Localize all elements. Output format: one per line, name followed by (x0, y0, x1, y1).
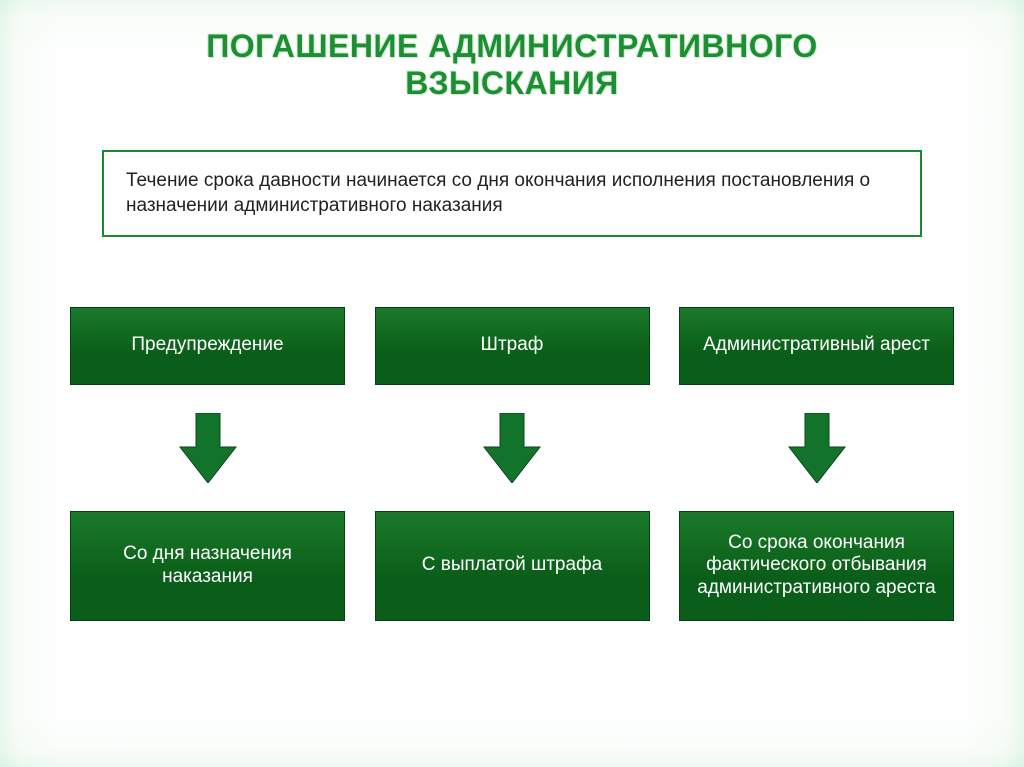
title-line-1: ПОГАШЕНИЕ АДМИНИСТРАТИВНОГО (206, 28, 818, 64)
slide-title: ПОГАШЕНИЕ АДМИНИСТРАТИВНОГО ВЗЫСКАНИЯ (0, 0, 1024, 102)
arrow-down-icon (482, 413, 542, 483)
bottom-box-2: С выплатой штрафа (375, 511, 650, 621)
subtitle-box: Течение срока давности начинается со дня… (102, 150, 922, 237)
bottom-box-1: Со дня назначения наказания (70, 511, 345, 621)
subtitle-text: Течение срока давности начинается со дня… (126, 170, 870, 217)
top-box-3: Административный арест (679, 307, 954, 385)
top-box-1: Предупреждение (70, 307, 345, 385)
title-line-2: ВЗЫСКАНИЯ (405, 65, 618, 101)
arrow-down-icon (178, 413, 238, 483)
bottom-box-3: Со срока окончания фактического отбывани… (679, 511, 954, 621)
top-box-2: Штраф (375, 307, 650, 385)
columns: Предупреждение Со дня назначения наказан… (70, 307, 954, 621)
bottom-box-1-label: Со дня назначения наказания (79, 543, 336, 589)
column-1: Предупреждение Со дня назначения наказан… (70, 307, 345, 621)
arrow-down-icon (787, 413, 847, 483)
top-box-2-label: Штраф (481, 334, 544, 357)
top-box-3-label: Административный арест (703, 334, 930, 357)
bottom-box-3-label: Со срока окончания фактического отбывани… (688, 532, 945, 600)
bottom-box-2-label: С выплатой штрафа (422, 554, 603, 577)
column-2: Штраф С выплатой штрафа (375, 307, 650, 621)
column-3: Административный арест Со срока окончани… (679, 307, 954, 621)
slide: ПОГАШЕНИЕ АДМИНИСТРАТИВНОГО ВЗЫСКАНИЯ Те… (0, 0, 1024, 767)
top-box-1-label: Предупреждение (131, 334, 283, 357)
